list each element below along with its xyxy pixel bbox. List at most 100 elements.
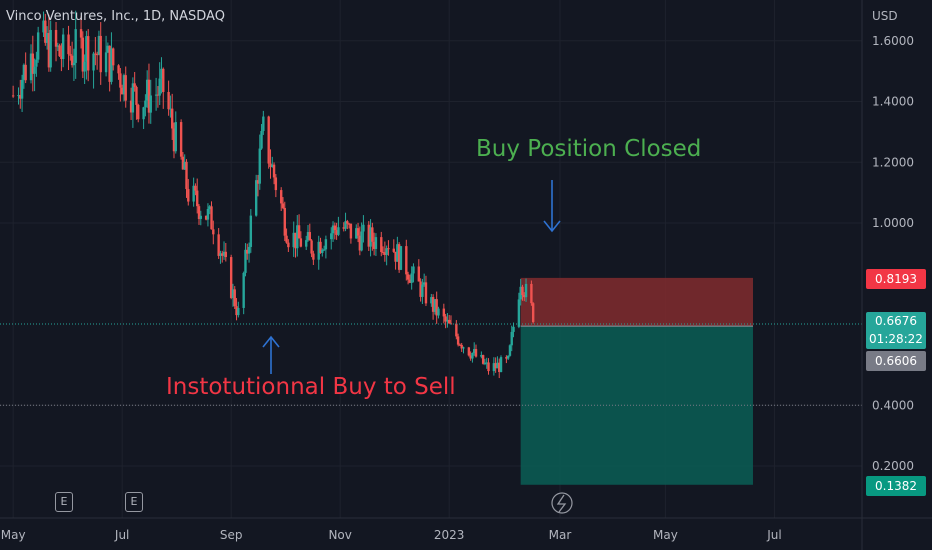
candle-body-182 (469, 355, 472, 359)
candle-body-144 (372, 241, 376, 249)
current-price-tag: 0.6676 01:28:22 (866, 312, 926, 349)
x-tick-1: Jul (114, 528, 129, 542)
y-tick-2: 1.2000 (872, 155, 914, 169)
candle-body-123 (321, 249, 324, 253)
candle-body-104 (272, 164, 276, 178)
candle-body-176 (455, 323, 458, 337)
candle-body-2 (19, 95, 22, 99)
candle-body-172 (444, 316, 447, 322)
candle-body-141 (367, 224, 370, 247)
x-tick-2: Sep (220, 528, 243, 542)
candle-body-3 (20, 79, 24, 99)
candle-body-119 (310, 240, 313, 254)
candle-body-77 (206, 208, 210, 220)
candle-body-88 (233, 289, 236, 307)
candle-body-46 (129, 100, 133, 113)
candle-body-163 (421, 284, 424, 297)
candle-body-33 (95, 54, 99, 56)
stop-price-tag: 0.8193 (866, 269, 926, 289)
candle-body-202 (519, 286, 522, 300)
candle-body-118 (308, 232, 311, 241)
candle-body-140 (362, 224, 365, 232)
candle-body-57 (156, 94, 160, 96)
candle-body-15 (49, 29, 52, 68)
candle-body-62 (169, 108, 172, 110)
candle-body-161 (417, 266, 421, 282)
lightning-icon (551, 492, 573, 514)
candle-body-195 (499, 357, 503, 373)
candle-body-135 (349, 223, 353, 239)
candle-body-0 (11, 95, 15, 97)
candle-body-82 (219, 253, 222, 256)
candle-body-86 (229, 257, 233, 298)
candle-body-9 (35, 59, 38, 67)
candle-body-8 (33, 66, 36, 74)
candle-body-205 (524, 283, 528, 298)
candle-body-36 (104, 52, 108, 73)
candle-body-14 (47, 33, 51, 68)
candle-body-87 (231, 289, 235, 298)
candle-body-146 (380, 237, 383, 253)
candle-body-99 (260, 130, 263, 149)
candle-body-44 (122, 75, 126, 95)
candle-body-68 (183, 161, 186, 170)
candle-body-73 (196, 190, 199, 207)
candle-body-81 (217, 234, 220, 256)
candle-body-5 (24, 64, 27, 81)
candle-body-69 (185, 161, 188, 190)
currency-label: USD (872, 9, 898, 23)
candle-body-37 (106, 45, 110, 53)
candle-body-134 (347, 223, 351, 225)
candle-body-109 (285, 235, 288, 243)
candle-body-22 (69, 54, 72, 56)
candle-body-159 (410, 273, 413, 283)
candle-body-49 (135, 86, 138, 105)
x-tick-3: Nov (328, 528, 351, 542)
candle-body-101 (267, 116, 270, 164)
candle-body-93 (246, 249, 249, 254)
candle-body-155 (399, 246, 403, 270)
earnings-badge-1[interactable]: E (55, 492, 73, 512)
candle-body-97 (256, 180, 260, 184)
candle-body-91 (242, 272, 245, 308)
candle-body-21 (67, 34, 70, 55)
candle-body-113 (296, 225, 299, 249)
candle-body-148 (383, 252, 387, 255)
earnings-badge-2[interactable]: E (125, 492, 143, 512)
candle-body-95 (249, 215, 253, 247)
candle-body-59 (160, 68, 163, 79)
candle-body-178 (458, 344, 462, 346)
candle-body-107 (281, 203, 285, 208)
candle-body-74 (197, 206, 201, 219)
stop-loss-zone (520, 277, 753, 327)
candle-body-114 (297, 225, 301, 239)
candle-body-4 (22, 64, 26, 80)
candle-body-27 (81, 37, 85, 72)
candle-body-111 (292, 232, 295, 248)
candle-body-20 (61, 34, 65, 59)
candle-body-130 (337, 227, 340, 235)
candle-body-185 (474, 349, 478, 357)
candle-body-85 (224, 251, 228, 258)
candle-body-145 (374, 237, 378, 249)
candle-body-169 (435, 299, 438, 316)
candle-body-16 (54, 29, 58, 47)
candle-body-180 (462, 347, 465, 349)
candle-body-51 (142, 107, 145, 120)
candle-body-64 (172, 128, 176, 152)
candle-body-162 (419, 281, 422, 297)
symbol-title: Vinco Ventures, Inc., 1D, NASDAQ (6, 9, 225, 24)
candle-body-147 (381, 252, 385, 254)
candle-body-122 (319, 241, 322, 253)
candle-body-35 (99, 35, 102, 73)
candle-body-200 (512, 326, 515, 332)
candle-body-160 (412, 266, 415, 274)
candle-body-198 (508, 345, 512, 356)
candle-body-166 (430, 297, 433, 304)
candle-body-61 (167, 91, 170, 110)
candle-body-26 (79, 29, 83, 38)
candle-body-47 (131, 83, 135, 113)
candle-body-164 (422, 282, 426, 285)
